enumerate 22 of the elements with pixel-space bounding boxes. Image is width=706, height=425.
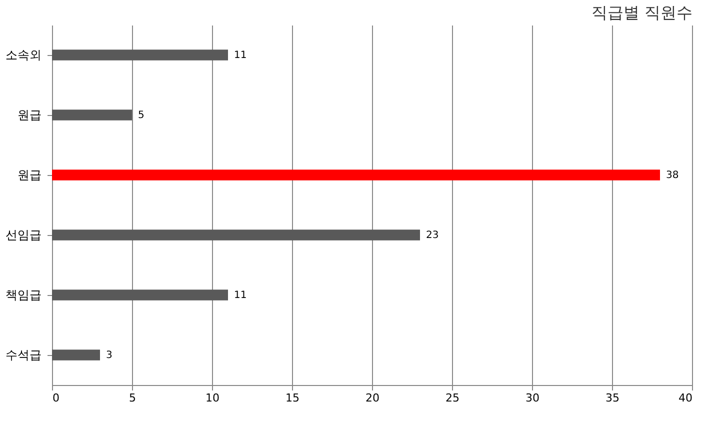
x-tick-label: 25 bbox=[446, 392, 460, 404]
data-label: 3 bbox=[106, 350, 112, 361]
y-tick-label: 선임급 bbox=[6, 228, 42, 242]
data-label: 11 bbox=[234, 290, 247, 301]
y-tick-label: 수석급 bbox=[6, 348, 42, 362]
x-tick-label: 15 bbox=[286, 392, 300, 404]
x-tick-label: 0 bbox=[52, 392, 60, 404]
x-tick-label: 30 bbox=[526, 392, 540, 404]
y-tick-label: 소속외 bbox=[6, 48, 42, 62]
y-tick-label: 원급 bbox=[18, 108, 42, 122]
x-tick-label: 35 bbox=[606, 392, 620, 404]
x-tick-label: 5 bbox=[129, 392, 136, 404]
data-label: 38 bbox=[666, 170, 679, 181]
data-label: 23 bbox=[426, 230, 439, 241]
x-tick-label: 20 bbox=[366, 392, 380, 404]
data-label: 11 bbox=[234, 50, 247, 61]
y-tick-label: 책임급 bbox=[6, 288, 42, 302]
x-tick-label: 10 bbox=[206, 392, 220, 404]
y-tick-label: 원급 bbox=[18, 168, 42, 182]
x-tick-label: 40 bbox=[678, 392, 692, 404]
chart-title: 직급별 직원수 bbox=[591, 3, 692, 22]
data-label: 5 bbox=[138, 110, 144, 121]
